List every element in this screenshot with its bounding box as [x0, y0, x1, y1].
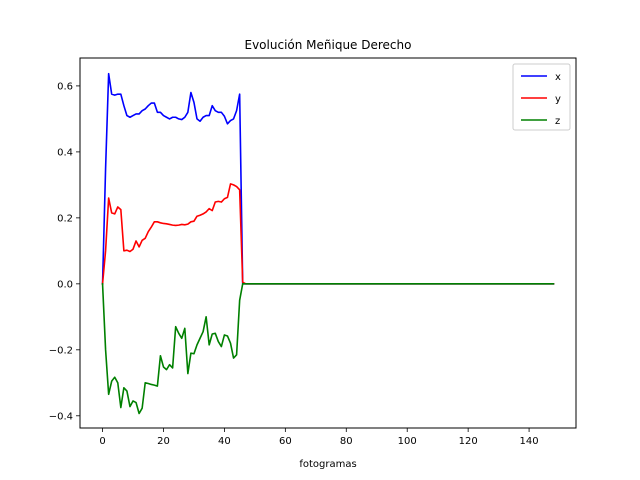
legend-label-x: x	[555, 72, 561, 83]
y-tick-label: 0.0	[57, 279, 73, 290]
x-tick-label: 60	[279, 436, 292, 447]
x-tick-label: 140	[520, 436, 539, 447]
series-line-z	[101, 283, 555, 415]
legend: xyz	[512, 63, 571, 131]
x-axis: 0 20 40 60 80 100 120 140	[99, 428, 539, 447]
y-tick-label: −0.4	[49, 411, 73, 422]
legend-box	[512, 63, 571, 131]
x-tick-label: 120	[459, 436, 478, 447]
y-axis: −0.4 −0.2 0.0 0.2 0.4 0.6	[49, 81, 80, 422]
x-tick-label: 40	[218, 436, 231, 447]
y-tick-label: −0.2	[49, 345, 73, 356]
legend-label-z: z	[555, 116, 560, 127]
x-tick-label: 0	[99, 436, 105, 447]
chart-title: Evolución Meñique Derecho	[245, 38, 412, 52]
x-tick-label: 20	[157, 436, 170, 447]
y-tick-label: 0.4	[57, 147, 73, 158]
series-line-x	[101, 72, 555, 285]
series-line-y	[101, 183, 555, 285]
plot-area	[79, 57, 577, 429]
x-axis-label: fotogramas	[299, 459, 356, 470]
y-tick-label: 0.6	[57, 81, 73, 92]
legend-label-y: y	[555, 94, 561, 105]
x-tick-label: 80	[340, 436, 353, 447]
x-tick-label: 100	[398, 436, 417, 447]
plot-frame	[79, 57, 577, 429]
y-tick-label: 0.2	[57, 213, 73, 224]
series-layer	[101, 72, 555, 415]
